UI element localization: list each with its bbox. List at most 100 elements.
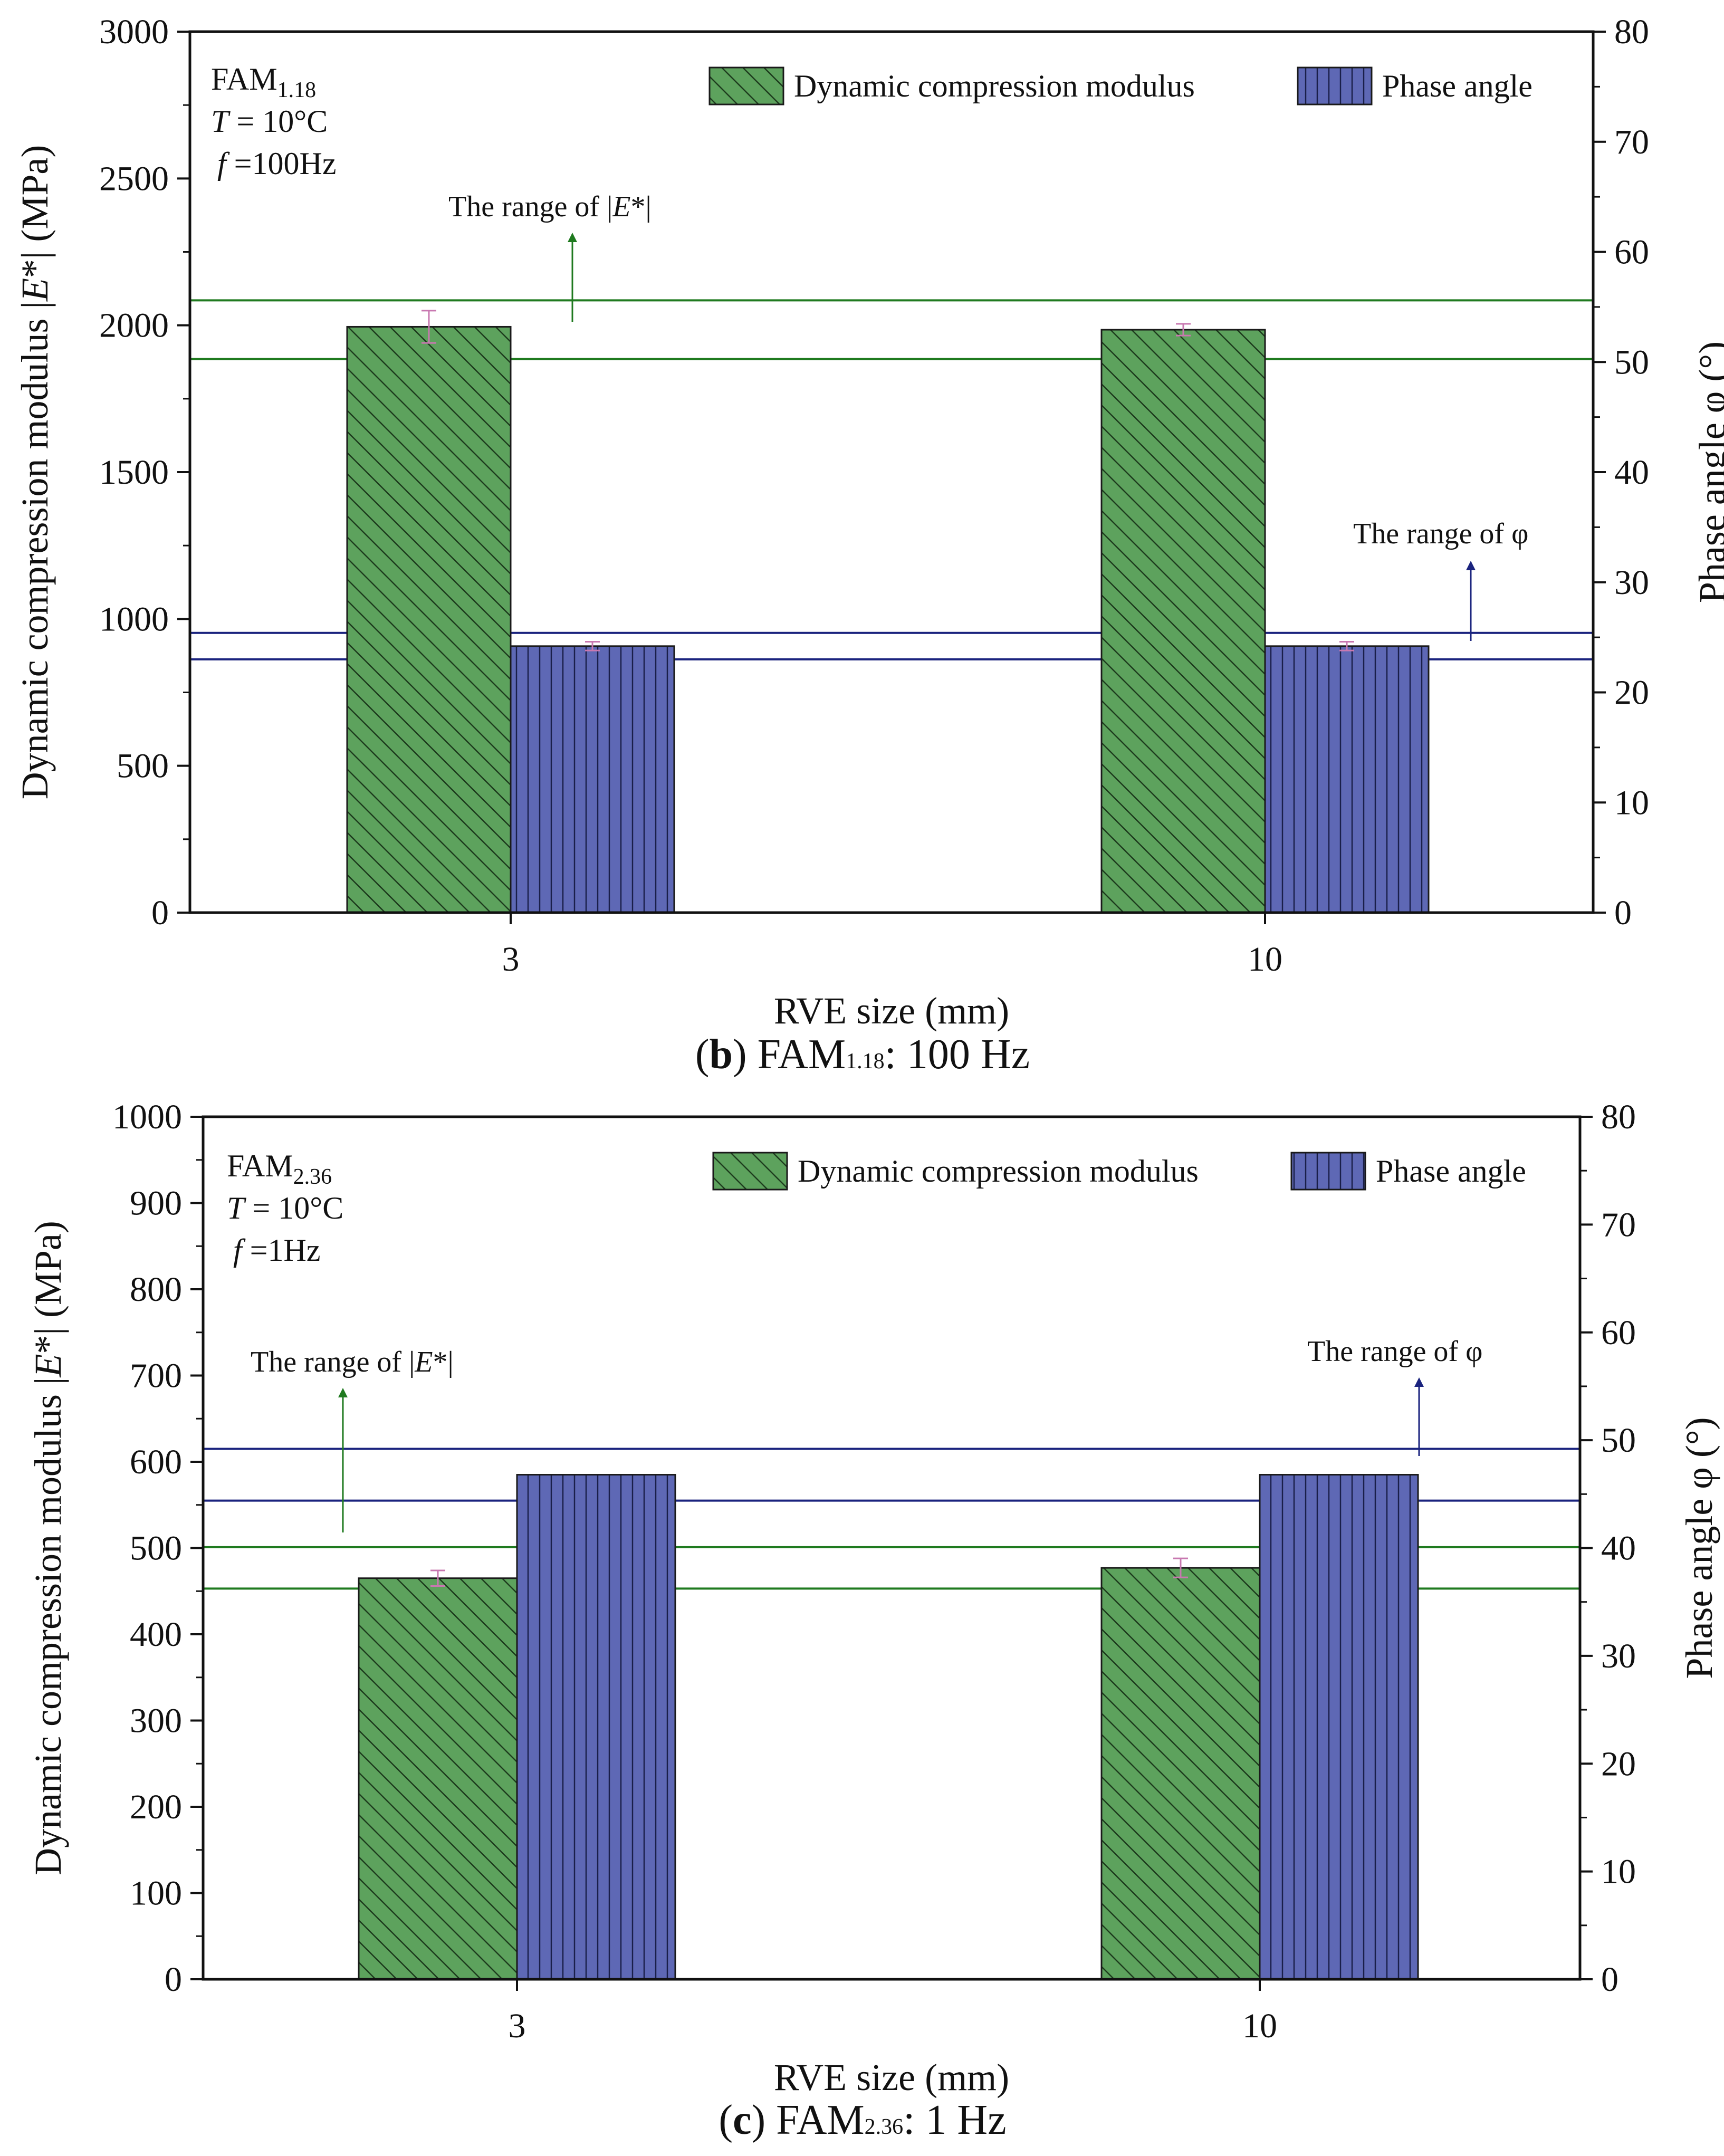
y2-tick-label-60: 60 [1614, 233, 1649, 272]
info-temp-value: = 10°C [244, 1191, 343, 1225]
y2-tick-label-40: 40 [1601, 1529, 1636, 1568]
y-tick-label-100: 100 [130, 1874, 182, 1913]
y-axis-label: Dynamic compression modulus |E*| (MPa) [14, 145, 56, 800]
info-material-sub: 2.36 [293, 1165, 332, 1189]
y-tick-label-1000: 1000 [112, 1098, 182, 1136]
x-tick-label-3: 3 [502, 940, 520, 979]
error-bar-modulus-10 [1176, 323, 1191, 337]
x-tick-label-3: 3 [509, 2007, 526, 2045]
y-axis-label-part: *| (MPa) [14, 145, 56, 278]
y-axis-label-italic: E [27, 1354, 69, 1378]
y-tick-label-1000: 1000 [99, 600, 169, 638]
legend-swatch-phase [1297, 66, 1373, 106]
y-tick-label-300: 300 [130, 1702, 182, 1740]
info-temperature: T = 10°C [227, 1191, 343, 1225]
info-temp-value: = 10°C [228, 104, 328, 139]
y2-tick-label-30: 30 [1601, 1637, 1636, 1675]
y2-tick-label-80: 80 [1601, 1098, 1636, 1136]
bar-modulus-3 [358, 1577, 518, 1980]
legend-label-modulus: Dynamic compression modulus [794, 69, 1195, 103]
info-material-name: FAM [211, 62, 277, 97]
y2-tick-label-10: 10 [1601, 1853, 1636, 1891]
y2-tick-label-80: 80 [1614, 13, 1649, 51]
y-tick-label-2000: 2000 [99, 306, 169, 345]
caption-paren: ( [719, 2097, 733, 2143]
x-tick-label-10: 10 [1248, 940, 1282, 979]
info-freq-value: =1Hz [242, 1233, 321, 1268]
legend-label-phase: Phase angle [1376, 1154, 1526, 1189]
y2-axis-label: Phase angle φ (°) [1691, 341, 1724, 603]
modulus-range-annotation: The range of |E*| [448, 190, 652, 223]
y-axis-label-part: Dynamic compression modulus | [14, 301, 56, 799]
y2-axis-label: Phase angle φ (°) [1678, 1417, 1720, 1679]
y2-tick-label-40: 40 [1614, 453, 1649, 492]
legend-swatch-phase [1290, 1152, 1366, 1191]
y-axis-label-part: Dynamic compression modulus | [27, 1377, 69, 1875]
y2-tick-label-60: 60 [1601, 1314, 1636, 1352]
legend-swatch-modulus [708, 66, 784, 106]
y2-tick-label-70: 70 [1614, 123, 1649, 161]
error-bar-phase-3 [585, 640, 600, 651]
y2-tick-label-0: 0 [1601, 1960, 1618, 1999]
info-material: FAM2.36 [227, 1148, 332, 1189]
info-material-sub: 1.18 [277, 78, 317, 102]
phase-range-annotation: The range of φ [1307, 1335, 1482, 1368]
error-bar-modulus-3 [430, 1569, 445, 1587]
legend-label-modulus: Dynamic compression modulus [798, 1154, 1199, 1189]
figure-caption: (c) FAM2.36: 1 Hz [719, 2097, 1006, 2143]
bar-modulus-10 [1100, 1567, 1261, 1980]
y2-tick-label-30: 30 [1614, 563, 1649, 602]
info-material-name: FAM [227, 1148, 293, 1183]
annotation-italic: E [612, 190, 630, 223]
y2-tick-label-20: 20 [1601, 1745, 1636, 1783]
bar-phase-3 [516, 1474, 676, 1980]
chart-panel-c: 3 100100200300400500600700800900100001020… [27, 1098, 1720, 2143]
y2-tick-label-20: 20 [1614, 674, 1649, 712]
phase-range-annotation: The range of φ [1353, 518, 1528, 550]
annotation-part: *| [433, 1346, 454, 1378]
bar-phase-3 [510, 645, 675, 914]
y2-tick-label-10: 10 [1614, 783, 1649, 822]
info-frequency: f =100Hz [217, 146, 336, 181]
caption-text: ) FAM [733, 1031, 846, 1078]
annotation-italic: E [414, 1346, 433, 1378]
legend-swatch-modulus [712, 1152, 788, 1191]
y2-tick-label-70: 70 [1601, 1205, 1636, 1244]
y-axis-label: Dynamic compression modulus |E*| (MPa) [27, 1221, 69, 1875]
x-axis-label: RVE size (mm) [774, 990, 1009, 1032]
bar-phase-10 [1264, 645, 1430, 914]
bar-phase-10 [1259, 1474, 1419, 1980]
caption-letter: c [733, 2097, 752, 2143]
caption-tail: : 100 Hz [885, 1031, 1030, 1078]
y-tick-label-3000: 3000 [99, 13, 169, 51]
info-temp-symbol: T [227, 1191, 246, 1225]
y-tick-label-1500: 1500 [99, 453, 169, 492]
y-tick-label-0: 0 [151, 894, 169, 932]
y-tick-label-600: 600 [130, 1443, 182, 1481]
bar-modulus-3 [346, 325, 512, 914]
caption-text: ) FAM [752, 2097, 865, 2143]
chart-panel-b: 3 10 0 500 1000 1500 2000 2500 3000 0 10 20 30 40 50 60… [14, 13, 1724, 1078]
x-tick-label-10: 10 [1242, 2007, 1277, 2045]
y-tick-label-400: 400 [130, 1615, 182, 1654]
y-axis-label-part: *| (MPa) [27, 1221, 69, 1354]
y-tick-label-200: 200 [130, 1788, 182, 1826]
caption-subscript: 1.18 [846, 1049, 885, 1074]
y2-tick-label-50: 50 [1601, 1421, 1636, 1460]
y2-tick-label-50: 50 [1614, 343, 1649, 381]
error-bar-phase-10 [1339, 640, 1354, 651]
x-axis-label: RVE size (mm) [774, 2056, 1009, 2098]
info-freq-value: =100Hz [226, 146, 337, 181]
info-temp-symbol: T [211, 104, 231, 139]
y-axis-label-italic: E [14, 278, 56, 302]
y-tick-label-700: 700 [130, 1357, 182, 1395]
caption-subscript: 2.36 [865, 2115, 904, 2139]
info-frequency: f =1Hz [233, 1233, 320, 1268]
modulus-range-annotation: The range of |E*| [251, 1346, 454, 1378]
error-bar-modulus-3 [422, 310, 436, 344]
y-tick-label-500: 500 [130, 1529, 182, 1568]
legend-label-phase: Phase angle [1382, 69, 1533, 103]
info-temperature: T = 10°C [211, 104, 328, 139]
bar-modulus-10 [1100, 329, 1266, 914]
